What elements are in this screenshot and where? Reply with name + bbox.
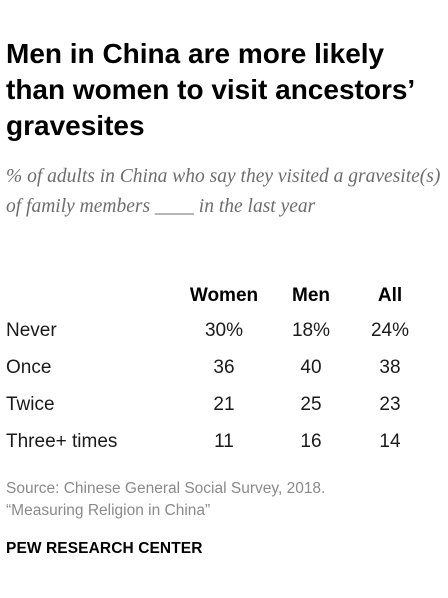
- cell-once-women: 36: [213, 356, 235, 378]
- table-row: Twice 21 25 23: [6, 386, 430, 423]
- cell-never-men: 18%: [291, 319, 331, 341]
- row-label-twice: Twice: [6, 393, 55, 415]
- cell-never-all: 24%: [370, 319, 410, 341]
- cell-never-women: 30%: [204, 319, 244, 341]
- source-line-2: “Measuring Religion in China”: [6, 502, 211, 519]
- column-header-women: Women: [189, 285, 259, 306]
- cell-once-men: 40: [300, 356, 322, 378]
- pew-logo-text: PEW RESEARCH CENTER: [6, 540, 203, 557]
- table-header-row: Women Men All: [6, 280, 430, 312]
- table-row: Never 30% 18% 24%: [6, 312, 430, 349]
- cell-twice-men: 25: [300, 393, 322, 415]
- cell-twice-all: 23: [379, 393, 401, 415]
- cell-three-plus-women: 11: [214, 430, 234, 452]
- chart-title: Men in China are more likely than women …: [6, 38, 414, 141]
- row-label-three-plus: Three+ times: [6, 430, 118, 452]
- cell-three-plus-all: 14: [379, 430, 401, 452]
- cell-three-plus-men: 16: [300, 430, 322, 452]
- cell-once-all: 38: [379, 356, 401, 378]
- row-label-never: Never: [6, 319, 57, 341]
- table-row: Once 36 40 38: [6, 349, 430, 386]
- source-note: Source: Chinese General Social Survey, 2…: [6, 478, 436, 522]
- row-label-once: Once: [6, 356, 52, 378]
- column-header-all: All: [377, 285, 403, 306]
- cell-twice-women: 21: [213, 393, 235, 415]
- chart-subtitle: % of adults in China who say they visite…: [6, 166, 441, 217]
- source-line-1: Source: Chinese General Social Survey, 2…: [6, 480, 326, 497]
- table-row: Three+ times 11 16 14: [6, 423, 430, 460]
- column-header-men: Men: [292, 285, 330, 306]
- row-label-column-header: [6, 280, 176, 312]
- data-table: Women Men All Never 30% 18% 24% Once 36 …: [6, 280, 430, 460]
